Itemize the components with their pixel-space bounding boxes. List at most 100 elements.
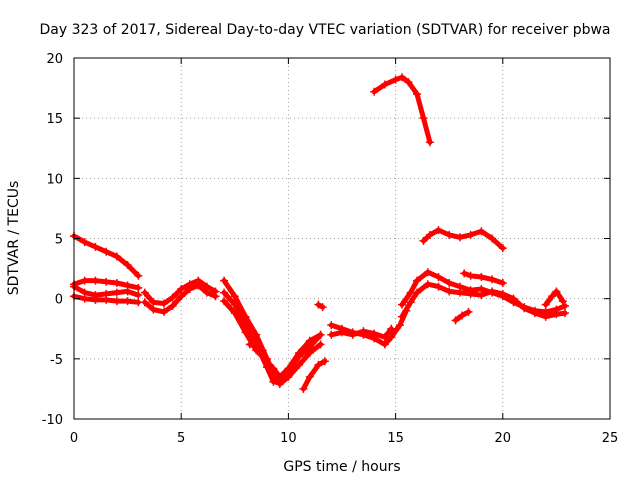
data-point bbox=[220, 276, 229, 285]
data-point bbox=[80, 294, 89, 303]
x-tick-label: 0 bbox=[70, 431, 78, 446]
data-point bbox=[220, 288, 229, 297]
data-point bbox=[560, 301, 569, 310]
data-point bbox=[498, 289, 507, 298]
data-point bbox=[314, 300, 323, 309]
data-point bbox=[91, 242, 100, 251]
data-point bbox=[211, 292, 220, 301]
data-point bbox=[262, 357, 271, 366]
x-tick-label: 25 bbox=[602, 431, 619, 446]
data-point bbox=[380, 333, 389, 342]
data-point bbox=[102, 277, 111, 286]
data-point bbox=[425, 230, 434, 239]
data-point bbox=[413, 276, 422, 285]
data-point bbox=[112, 279, 121, 288]
data-point bbox=[284, 364, 293, 373]
data-point bbox=[466, 289, 475, 298]
data-point bbox=[123, 287, 132, 296]
data-point bbox=[305, 336, 314, 345]
data-point bbox=[327, 321, 336, 330]
data-point bbox=[398, 73, 407, 82]
data-point bbox=[316, 340, 325, 349]
data-point bbox=[552, 310, 561, 319]
data-point bbox=[434, 273, 443, 282]
data-point bbox=[398, 312, 407, 321]
data-point bbox=[434, 226, 443, 235]
data-point bbox=[541, 300, 550, 309]
data-point bbox=[509, 294, 518, 303]
x-tick-label: 15 bbox=[387, 431, 404, 446]
data-point bbox=[404, 78, 413, 87]
data-point bbox=[140, 288, 149, 297]
data-point bbox=[327, 330, 336, 339]
y-tick-label: 0 bbox=[55, 293, 63, 308]
y-tick-label: 15 bbox=[46, 112, 63, 127]
y-tick-label: 5 bbox=[55, 233, 63, 248]
y-tick-label: 10 bbox=[46, 172, 63, 187]
data-point bbox=[295, 348, 304, 357]
data-point bbox=[140, 298, 149, 307]
data-point bbox=[102, 295, 111, 304]
data-point bbox=[419, 114, 428, 123]
data-point bbox=[316, 330, 325, 339]
data-point bbox=[488, 287, 497, 296]
data-point bbox=[560, 309, 569, 318]
data-point bbox=[149, 298, 158, 307]
data-point bbox=[123, 297, 132, 306]
data-point bbox=[395, 321, 404, 330]
data-point bbox=[359, 327, 368, 336]
data-point bbox=[160, 307, 169, 316]
data-point bbox=[275, 372, 284, 381]
data-point bbox=[230, 309, 239, 318]
data-point bbox=[258, 346, 267, 355]
data-point bbox=[177, 285, 186, 294]
data-point bbox=[477, 273, 486, 282]
data-point bbox=[458, 311, 467, 320]
data-point bbox=[252, 330, 261, 339]
data-point bbox=[558, 297, 567, 306]
data-point bbox=[423, 280, 432, 289]
data-point bbox=[464, 307, 473, 316]
data-point bbox=[102, 247, 111, 256]
data-point bbox=[548, 292, 557, 301]
data-point bbox=[160, 299, 169, 308]
data-point bbox=[269, 377, 278, 386]
y-axis-title: SDTVAR / TECUs bbox=[6, 181, 22, 296]
data-point bbox=[466, 271, 475, 280]
x-tick-label: 5 bbox=[177, 431, 185, 446]
data-point bbox=[134, 291, 143, 300]
data-point bbox=[398, 300, 407, 309]
data-point bbox=[477, 227, 486, 236]
data-point bbox=[498, 244, 507, 253]
y-tick-label: -10 bbox=[42, 413, 63, 428]
y-tick-label: -5 bbox=[50, 353, 63, 368]
grid bbox=[74, 58, 610, 419]
data-point bbox=[149, 305, 158, 314]
y-tick-label: 20 bbox=[46, 52, 63, 67]
data-point bbox=[466, 230, 475, 239]
data-point bbox=[460, 269, 469, 278]
data-point bbox=[530, 309, 539, 318]
data-point bbox=[185, 285, 194, 294]
data-point bbox=[241, 328, 250, 337]
data-point bbox=[112, 297, 121, 306]
data-point bbox=[387, 324, 396, 333]
data-point bbox=[80, 238, 89, 247]
data-point bbox=[112, 252, 121, 261]
data-point bbox=[220, 297, 229, 306]
data-point bbox=[230, 300, 239, 309]
data-point bbox=[445, 279, 454, 288]
data-point bbox=[91, 295, 100, 304]
data-point bbox=[413, 288, 422, 297]
data-point bbox=[445, 230, 454, 239]
data-point bbox=[123, 260, 132, 269]
data-point bbox=[419, 236, 428, 245]
data-point bbox=[425, 138, 434, 147]
x-tick-label: 10 bbox=[280, 431, 297, 446]
data-point bbox=[451, 316, 460, 325]
data-point bbox=[380, 340, 389, 349]
data-point bbox=[348, 330, 357, 339]
data-point bbox=[455, 288, 464, 297]
